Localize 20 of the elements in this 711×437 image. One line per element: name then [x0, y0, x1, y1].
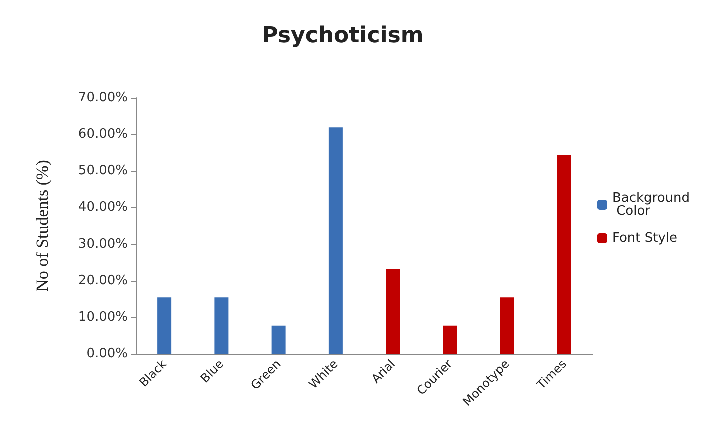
chart-title: Psychoticism [262, 24, 424, 48]
y-tick-label: 10.00% [78, 310, 128, 325]
bar [158, 298, 172, 354]
bar [328, 128, 343, 354]
bar [443, 326, 458, 354]
y-tick-label: 0.00% [86, 346, 128, 362]
bar [557, 155, 572, 354]
legend-label: Font Style [612, 231, 678, 246]
y-tick-label: 20.00% [78, 273, 128, 288]
bar [386, 270, 400, 354]
y-tick-label: 30.00% [78, 236, 128, 252]
y-tick-label: 40.00% [78, 200, 128, 216]
y-axis-title: No of Students (%) [33, 160, 52, 292]
bar [214, 298, 229, 354]
y-tick-label: 50.00% [78, 164, 128, 179]
bar [272, 326, 286, 354]
y-tick-label: 60.00% [78, 127, 128, 142]
legend-label: Background Color [612, 191, 690, 219]
bar [500, 298, 514, 354]
y-tick-label: 70.00% [78, 90, 128, 106]
